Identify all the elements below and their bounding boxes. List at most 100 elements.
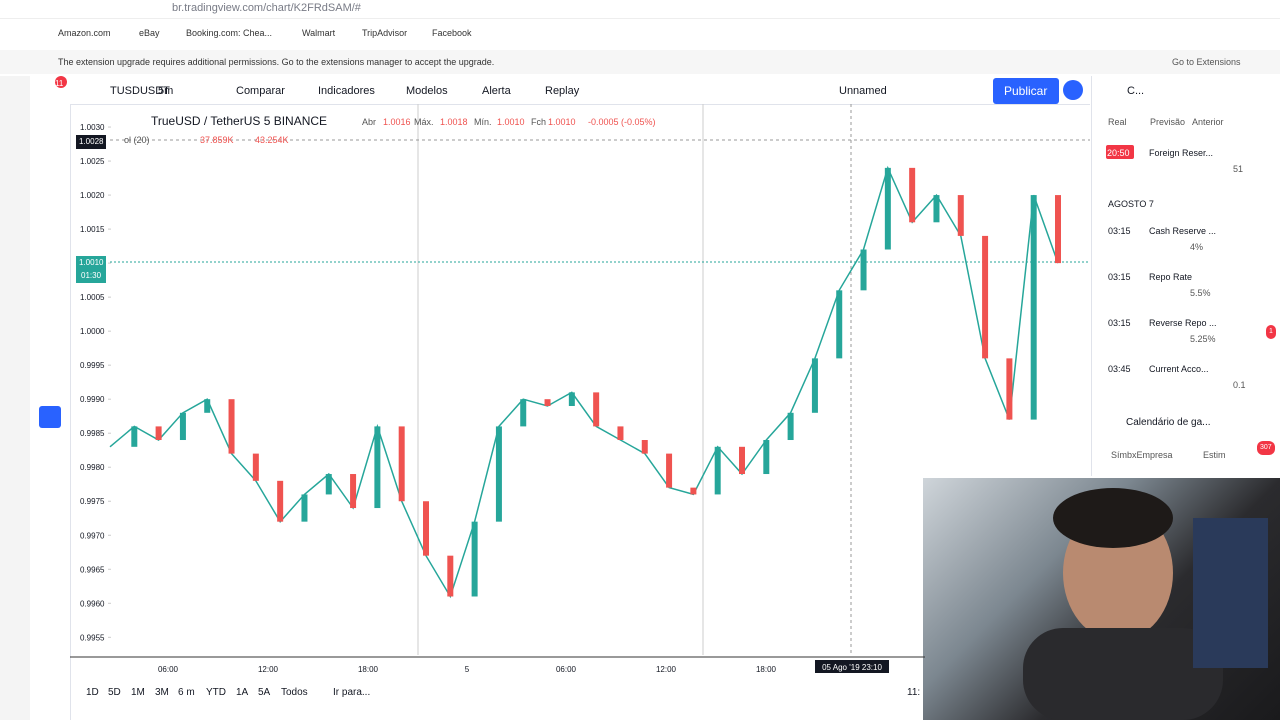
candle [374, 426, 381, 509]
y-tick-label: 1.0025 [80, 157, 105, 166]
timeframe[interactable]: 5D [108, 687, 121, 698]
panel-divider [1091, 76, 1092, 476]
event-name[interactable]: Reverse Repo ... [1149, 318, 1217, 328]
notice-button[interactable]: Go to Extensions [1172, 57, 1241, 67]
bookmark[interactable]: Booking.com: Chea... [186, 28, 273, 38]
badge: 307 [1257, 441, 1275, 455]
y-tick-label: 0.9980 [80, 463, 105, 472]
timeframe[interactable]: 1M [131, 687, 145, 698]
panel-tab[interactable]: C... [1127, 85, 1145, 97]
candle [982, 235, 989, 359]
ohlc-close_label: Fch [531, 117, 547, 127]
y-tick-label: 0.9995 [80, 361, 105, 370]
timeframe[interactable]: Todos [281, 687, 308, 698]
candle [520, 399, 527, 427]
goto-date[interactable]: Ir para... [333, 687, 371, 698]
event-name[interactable]: Cash Reserve ... [1149, 226, 1217, 236]
candle [398, 426, 405, 502]
bookmark[interactable]: TripAdvisor [362, 28, 408, 38]
candle [836, 290, 843, 359]
earnings-title[interactable]: Calendário de ga... [1126, 417, 1211, 428]
crosshair-time: 05 Ago '19 23:10 [822, 663, 882, 672]
earnings-col: Estim [1203, 450, 1226, 460]
y-tick-label: 1.0005 [80, 293, 105, 302]
event-forecast: 0.1 [1233, 380, 1246, 390]
calendar-date: AGOSTO 7 [1108, 199, 1154, 209]
event-name[interactable]: Foreign Reser... [1149, 148, 1214, 158]
timeframe[interactable]: YTD [206, 687, 226, 698]
event-name[interactable]: Repo Rate [1149, 272, 1193, 282]
x-tick-label: 18:00 [358, 665, 379, 674]
publish-button[interactable] [993, 78, 1059, 104]
symbol[interactable]: TUSDUSDT [110, 85, 170, 97]
event-previous: 51 [1233, 164, 1244, 174]
publish[interactable]: Publicar [1004, 84, 1048, 98]
event-time: 03:15 [1108, 318, 1131, 328]
address-bar [0, 0, 1280, 19]
timeframe[interactable]: 3M [155, 687, 169, 698]
calendar-header[interactable]: Anterior [1192, 117, 1224, 127]
candle [228, 399, 235, 454]
y-tick-label: 1.0015 [80, 225, 105, 234]
bookmark[interactable]: Walmart [302, 28, 336, 38]
candle [568, 392, 575, 406]
calendar-header[interactable]: Previsão [1150, 117, 1186, 127]
candle [593, 392, 600, 427]
x-tick-label: 18:00 [756, 665, 777, 674]
y-tick-label: 1.0030 [80, 123, 105, 132]
candle [252, 453, 259, 481]
y-tick-label: 0.9970 [80, 531, 105, 540]
interval[interactable]: 5m [158, 85, 174, 97]
timeframe[interactable]: 6 m [178, 687, 195, 698]
magnet-tool[interactable] [39, 406, 61, 428]
event-time: 03:15 [1108, 272, 1131, 282]
templates[interactable]: Modelos [406, 85, 448, 97]
calendar-header[interactable]: Real [1108, 117, 1127, 127]
candle [325, 474, 332, 495]
candle [811, 358, 818, 413]
candle [617, 426, 624, 441]
replay[interactable]: Replay [545, 85, 580, 97]
candle [1006, 358, 1013, 420]
bookmark[interactable]: eBay [139, 28, 160, 38]
chart[interactable]: 1.0030 1.0025 1.0020 1.0015 1.0010 1.0005 1.00… [70, 104, 1090, 704]
timeframe[interactable]: 1A [236, 687, 249, 698]
candle [204, 399, 211, 413]
candle [666, 453, 673, 488]
event-time: 03:45 [1108, 364, 1131, 374]
bookmark[interactable]: Amazon.com [58, 28, 111, 38]
candle [544, 399, 551, 406]
replay-play[interactable] [1063, 80, 1083, 100]
indicators[interactable]: Indicadores [318, 85, 375, 97]
candle [179, 412, 186, 441]
candle [447, 555, 454, 597]
notice-bar [0, 50, 1280, 74]
ohlc-close: 1.0010 [548, 117, 576, 127]
crosshair-time-bg [815, 660, 889, 673]
y-tick-label: 0.9990 [80, 395, 105, 404]
candle [495, 426, 502, 522]
timeframe[interactable]: 1D [86, 687, 99, 698]
timeframe[interactable]: 5A [258, 687, 271, 698]
y-tick-label: 1.0000 [80, 327, 105, 336]
y-tick-label: 1.0020 [80, 191, 105, 200]
bookmark[interactable]: Facebook [432, 28, 472, 38]
event-time: 20:50 [1107, 148, 1130, 158]
toolbar-border [70, 104, 1090, 105]
x-tick-label: 12:00 [258, 665, 279, 674]
candle [860, 249, 867, 291]
ohlc-high: 1.0018 [440, 117, 468, 127]
url[interactable]: br.tradingview.com/chart/K2FRdSAM/# [172, 2, 361, 14]
drawing-toolbar [30, 104, 71, 720]
alert[interactable]: Alerta [482, 85, 511, 97]
event-name[interactable]: Current Acco... [1149, 364, 1209, 374]
candle [763, 440, 770, 475]
candle [131, 426, 138, 447]
countdown: 01:30 [76, 269, 107, 283]
layout[interactable]: Unnamed [839, 85, 887, 97]
candle [933, 195, 940, 223]
compare[interactable]: Comparar [236, 85, 285, 97]
price-line [109, 165, 1059, 599]
